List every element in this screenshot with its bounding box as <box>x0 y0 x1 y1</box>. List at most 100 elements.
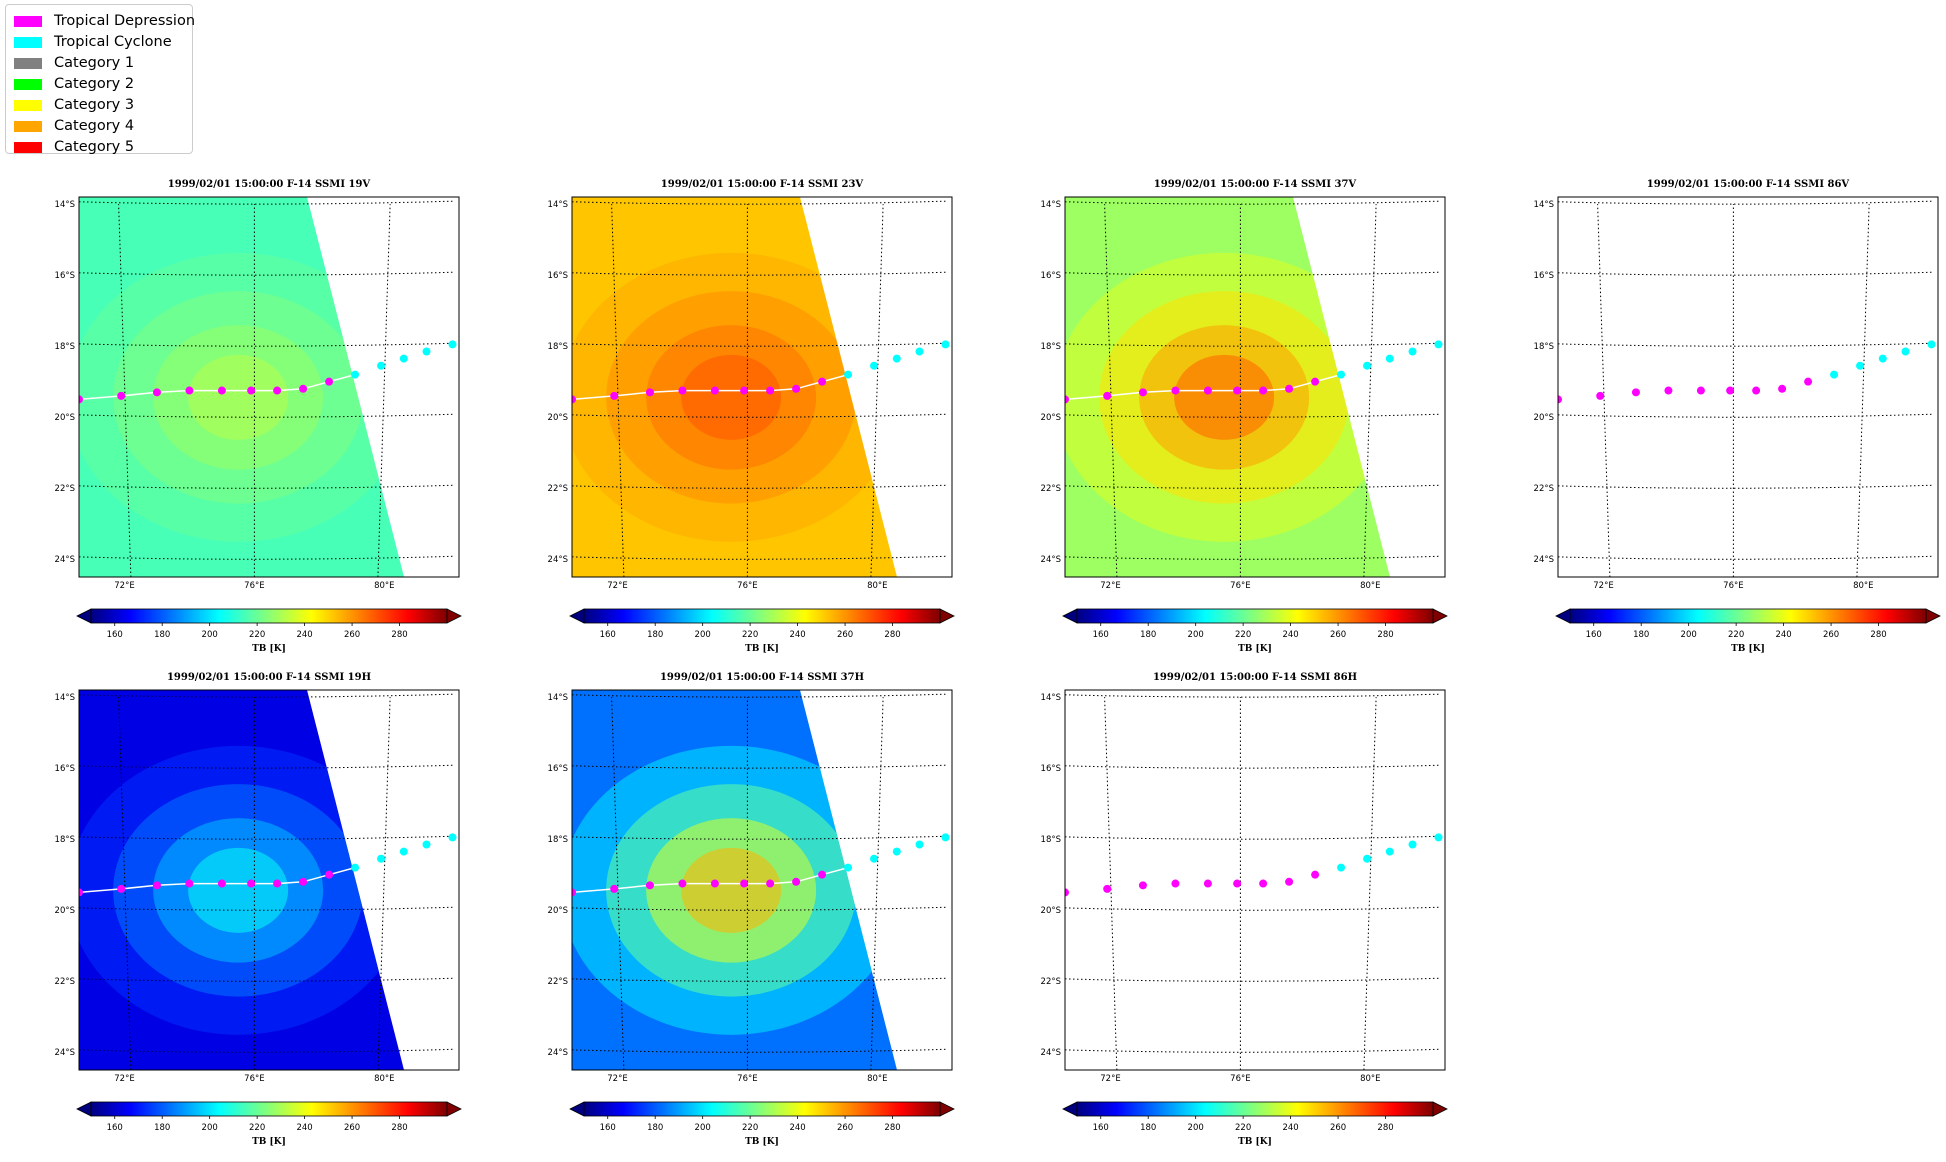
colorbar-extend-low <box>1062 608 1078 624</box>
map-panel-37h: 1999/02/01 15:00:00 F-14 SSMI 37H 14°S 16°… <box>548 672 955 1147</box>
track-point <box>1233 386 1242 395</box>
track-point <box>79 888 83 897</box>
lat-label: 20°S <box>1041 906 1061 916</box>
lon-label: 72°E <box>1593 581 1613 591</box>
colorbar-gradient <box>1076 608 1434 624</box>
track-point <box>1878 354 1887 363</box>
colorbar-tick-label: 200 <box>695 630 711 640</box>
track-point <box>740 879 749 888</box>
track-point <box>1311 377 1320 386</box>
colorbar-tick-label: 160 <box>107 630 123 640</box>
track-point <box>399 847 408 856</box>
track-point <box>941 833 950 842</box>
colorbar-tick-label: 160 <box>1586 630 1602 640</box>
lat-label: 22°S <box>1534 484 1554 494</box>
track-point <box>1631 388 1640 397</box>
colorbar-tick-label: 180 <box>154 630 170 640</box>
track-point <box>766 386 775 395</box>
storm-brightness <box>188 847 289 933</box>
colorbar-extend-low <box>1062 1101 1078 1117</box>
track-point <box>1138 388 1147 397</box>
colorbar-label: TB [K] <box>1238 644 1272 654</box>
panel-title: 1999/02/01 15:00:00 F-14 SSMI 86V <box>1647 179 1850 190</box>
track-point <box>792 384 801 393</box>
track-point <box>247 879 256 888</box>
track-point <box>1664 386 1673 395</box>
track-point <box>79 395 83 404</box>
colorbar-tick-label: 280 <box>1377 1123 1393 1133</box>
track-point <box>678 879 687 888</box>
lat-label: 22°S <box>548 484 568 494</box>
colorbar-label: TB [K] <box>1238 1137 1272 1147</box>
legend-label: Category 3 <box>54 97 135 113</box>
colorbar-tick-label: 180 <box>1140 1123 1156 1133</box>
colorbar-tick-label: 240 <box>789 630 805 640</box>
lat-label: 18°S <box>55 835 75 845</box>
colorbar: 160 180 200 220 240 260 280 TB [K] <box>1555 608 1941 654</box>
lon-label: 76°E <box>1723 581 1743 591</box>
legend-label: Tropical Depression <box>54 13 196 29</box>
lon-label: 72°E <box>607 1074 627 1084</box>
lat-label: 16°S <box>1041 764 1061 774</box>
panel-title: 1999/02/01 15:00:00 F-14 SSMI 37V <box>1154 179 1357 190</box>
lon-label: 72°E <box>114 581 134 591</box>
track-point <box>1103 391 1112 400</box>
track-point <box>1434 833 1443 842</box>
track-point <box>892 354 901 363</box>
lon-label: 76°E <box>1230 1074 1250 1084</box>
colorbar-tick-label: 220 <box>249 630 265 640</box>
track-point <box>117 391 126 400</box>
track-point <box>152 388 161 397</box>
legend-label: Category 4 <box>54 118 135 134</box>
lat-label: 24°S <box>1041 1048 1061 1058</box>
track-point <box>325 377 334 386</box>
track-point <box>1558 395 1562 404</box>
track-point <box>1337 370 1346 379</box>
track-point <box>152 881 161 890</box>
track-point <box>572 888 576 897</box>
track-point <box>818 870 827 879</box>
track-point <box>1203 879 1212 888</box>
colorbar-tick-label: 220 <box>742 630 758 640</box>
track-point <box>870 854 879 863</box>
track-point <box>273 386 282 395</box>
lat-label: 20°S <box>548 906 568 916</box>
track-point <box>610 884 619 893</box>
track-point <box>740 386 749 395</box>
colorbar-tick-label: 160 <box>1093 630 1109 640</box>
legend-swatch <box>14 16 42 27</box>
track-point <box>1233 879 1242 888</box>
lat-label: 14°S <box>548 200 568 210</box>
colorbar-gradient <box>90 1101 448 1117</box>
track-point <box>645 881 654 890</box>
track-point <box>1285 877 1294 886</box>
legend-swatch <box>14 121 42 132</box>
colorbar-extend-low <box>1555 608 1571 624</box>
colorbar-tick-label: 200 <box>202 630 218 640</box>
storm-brightness <box>1174 354 1275 440</box>
track-point <box>1259 386 1268 395</box>
track-point <box>351 863 360 872</box>
colorbar-tick-label: 200 <box>1188 1123 1204 1133</box>
legend-label: Category 2 <box>54 76 135 92</box>
lon-label: 72°E <box>607 581 627 591</box>
colorbar-tick-label: 200 <box>1188 630 1204 640</box>
colorbar-tick-label: 220 <box>1235 630 1251 640</box>
track-point <box>1856 361 1865 370</box>
track-point <box>1363 854 1372 863</box>
lat-label: 18°S <box>1534 342 1554 352</box>
track-point <box>1726 386 1735 395</box>
colorbar-tick-label: 280 <box>1870 630 1886 640</box>
map-frame <box>1557 196 1939 578</box>
map-frame <box>1064 689 1446 1071</box>
track-point <box>448 340 457 349</box>
lat-label: 20°S <box>1041 413 1061 423</box>
map-frame <box>78 689 460 1071</box>
track-point <box>1901 347 1910 356</box>
colorbar-tick-label: 180 <box>647 1123 663 1133</box>
storm-track-line <box>1065 373 1342 401</box>
track-point <box>325 870 334 879</box>
lat-label: 22°S <box>1041 484 1061 494</box>
panel-title: 1999/02/01 15:00:00 F-14 SSMI 86H <box>1153 672 1357 683</box>
colorbar-gradient <box>583 608 941 624</box>
